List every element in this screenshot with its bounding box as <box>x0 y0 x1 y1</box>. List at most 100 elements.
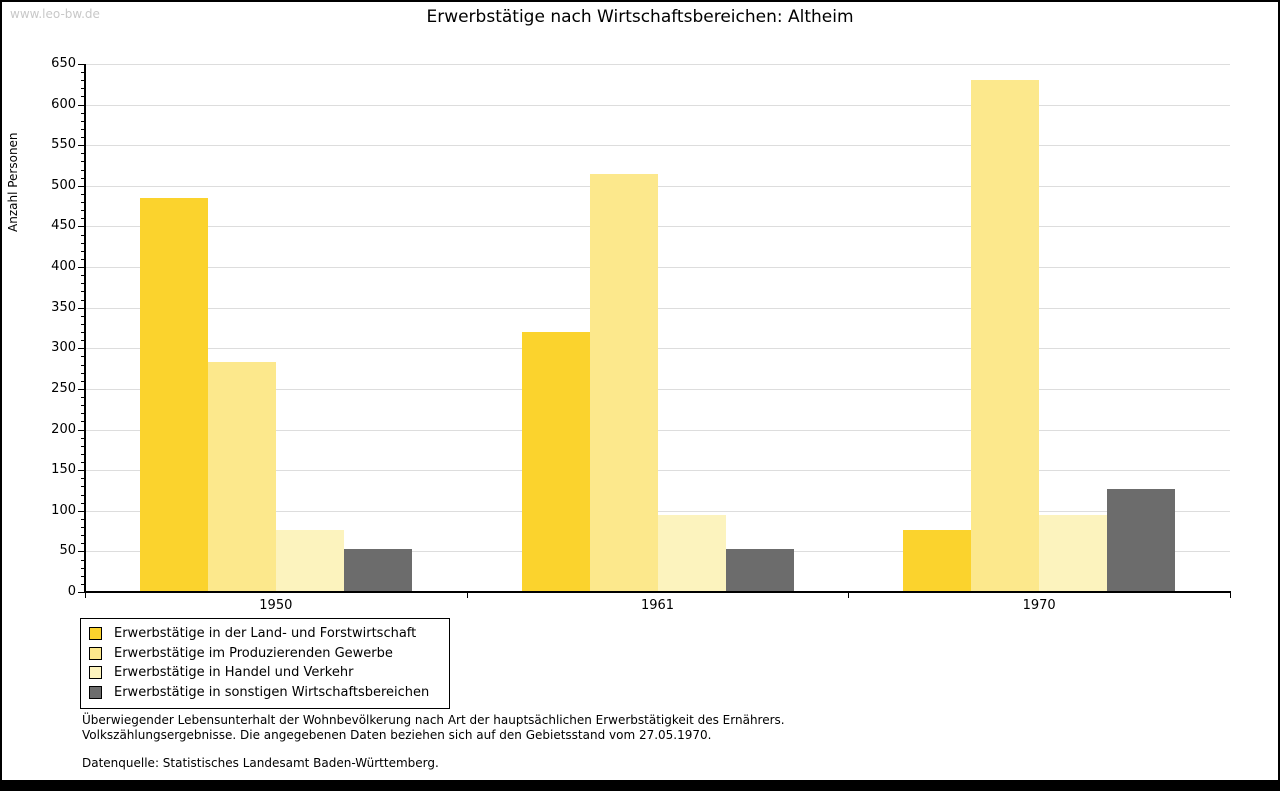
y-minor-tick <box>81 462 85 464</box>
bar-1970-series-4 <box>1107 488 1176 592</box>
y-tick-label: 250 <box>51 380 76 396</box>
bar-1950-series-3 <box>275 530 344 592</box>
y-tick-label: 500 <box>51 177 76 193</box>
gridline-y-450 <box>85 226 1230 228</box>
legend-label: Erwerbstätige in der Land- und Forstwirt… <box>114 626 417 642</box>
y-minor-tick <box>81 527 85 528</box>
gridline-y-150 <box>85 470 1230 472</box>
footnote-line-1: Überwiegender Lebensunterhalt der Wohnbe… <box>82 713 785 727</box>
legend-row-2: Erwerbstätige im Produzierenden Gewerbe <box>89 644 441 664</box>
y-minor-tick <box>81 397 85 399</box>
y-minor-tick <box>81 372 85 374</box>
y-tick-label: 50 <box>59 543 76 559</box>
gridline-y-350 <box>85 307 1230 309</box>
y-minor-tick <box>81 120 85 122</box>
y-major-tick <box>78 226 85 228</box>
y-minor-tick <box>81 486 85 488</box>
y-minor-tick <box>81 291 85 293</box>
y-minor-tick <box>81 413 85 415</box>
y-major-tick <box>78 429 85 431</box>
y-minor-tick <box>81 340 85 342</box>
y-tick-label: 400 <box>51 259 76 275</box>
y-tick-label: 650 <box>51 56 76 71</box>
y-tick-label: 600 <box>51 96 76 112</box>
legend-label: Erwerbstätige in Handel und Verkehr <box>114 665 354 681</box>
y-minor-tick <box>81 575 85 577</box>
chart-title: Erwerbstätige nach Wirtschaftsbereichen:… <box>426 7 854 27</box>
y-minor-tick <box>81 405 85 407</box>
y-minor-tick <box>81 234 85 236</box>
x-category-label: 1970 <box>1022 598 1056 613</box>
y-major-tick <box>78 551 85 553</box>
gridline-y-600 <box>85 104 1230 106</box>
legend-row-1: Erwerbstätige in der Land- und Forstwirt… <box>89 624 441 644</box>
y-major-tick <box>78 307 85 309</box>
y-minor-tick <box>81 478 85 480</box>
y-minor-tick <box>81 502 85 504</box>
gridline-y-100 <box>85 510 1230 512</box>
y-minor-tick <box>81 169 85 171</box>
y-tick-label: 0 <box>67 584 76 599</box>
y-minor-tick <box>81 356 85 358</box>
bar-1950-series-2 <box>207 362 276 592</box>
y-minor-tick <box>81 96 85 98</box>
y-minor-tick <box>81 583 85 585</box>
gridline-y-650 <box>85 64 1230 65</box>
x-tick <box>1230 593 1231 598</box>
y-minor-tick <box>81 242 85 244</box>
y-major-tick <box>78 510 85 512</box>
bottom-border-bar <box>2 780 1278 789</box>
legend-label: Erwerbstätige in sonstigen Wirtschaftsbe… <box>114 684 430 700</box>
y-tick-label: 150 <box>51 462 76 478</box>
y-minor-tick <box>81 421 85 423</box>
bar-1961-series-2 <box>589 173 658 592</box>
y-minor-tick <box>81 453 85 455</box>
y-minor-tick <box>81 258 85 260</box>
y-minor-tick <box>81 283 85 285</box>
y-minor-tick <box>81 161 85 163</box>
legend-label: Erwerbstätige im Produzierenden Gewerbe <box>114 645 393 661</box>
legend-row-4: Erwerbstätige in sonstigen Wirtschaftsbe… <box>89 683 441 703</box>
y-minor-tick <box>81 153 85 155</box>
bar-1961-series-3 <box>657 514 726 592</box>
y-minor-tick <box>81 218 85 220</box>
y-minor-tick <box>81 437 85 439</box>
footnote-line-2: Volkszählungsergebnisse. Die angegebenen… <box>82 728 712 742</box>
y-minor-tick <box>81 559 85 561</box>
y-major-tick <box>78 104 85 106</box>
x-tick <box>466 593 468 598</box>
y-minor-tick <box>81 543 85 545</box>
x-category-label: 1950 <box>259 598 293 613</box>
y-minor-tick <box>81 315 85 317</box>
y-minor-tick <box>81 112 85 114</box>
y-tick-label: 200 <box>51 421 76 437</box>
legend-swatch-icon <box>89 685 102 699</box>
gridline-y-550 <box>85 145 1230 147</box>
y-tick-label: 350 <box>51 299 76 315</box>
y-major-tick <box>78 592 85 593</box>
watermark: www.leo-bw.de <box>10 7 100 21</box>
bar-1970-series-1 <box>903 530 972 592</box>
gridline-y-400 <box>85 267 1230 269</box>
y-minor-tick <box>81 364 85 366</box>
y-major-tick <box>78 185 85 187</box>
y-major-tick <box>78 388 85 390</box>
y-minor-tick <box>81 299 85 301</box>
y-minor-tick <box>81 535 85 537</box>
legend-swatch-icon <box>89 646 102 660</box>
y-axis-line <box>84 64 86 593</box>
legend-swatch-icon <box>89 666 102 680</box>
y-tick-label: 300 <box>51 340 76 356</box>
y-minor-tick <box>81 567 85 569</box>
gridline-y-200 <box>85 429 1230 431</box>
y-tick-label: 100 <box>51 502 76 518</box>
y-minor-tick <box>81 275 85 277</box>
footnotes: Überwiegender Lebensunterhalt der Wohnbe… <box>82 713 785 771</box>
y-minor-tick <box>81 332 85 334</box>
y-minor-tick <box>81 380 85 382</box>
bar-1970-series-2 <box>971 80 1040 592</box>
x-axis-line <box>84 591 1231 593</box>
y-major-tick <box>78 470 85 472</box>
